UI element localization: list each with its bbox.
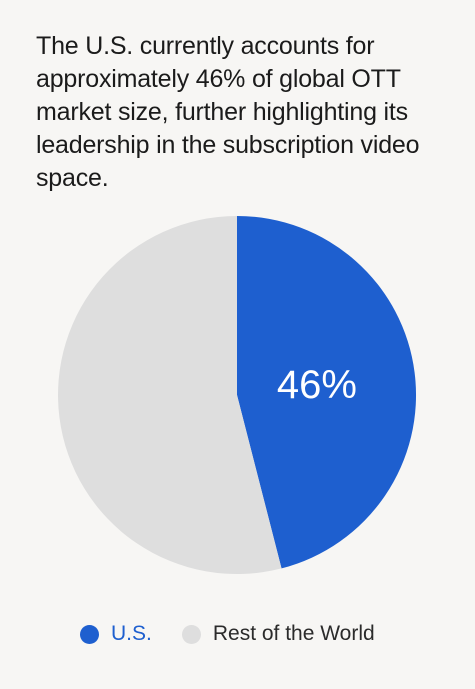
- legend-swatch-us: [80, 624, 99, 644]
- legend-label-us: U.S.: [111, 622, 152, 645]
- legend-item-us: U.S.: [80, 620, 152, 648]
- legend-swatch-rest-of-world: [181, 624, 201, 644]
- pie-data-labels: 46%: [277, 363, 357, 407]
- legend-label-rest-of-world: Rest of the World: [212, 622, 375, 645]
- data-label-u-s: 46%: [277, 363, 357, 407]
- chart-legend: U.S. Rest of the World: [80, 620, 405, 648]
- pie-slice-u-s: [237, 216, 417, 569]
- pie-slices: [58, 216, 417, 574]
- legend-item-rest-of-world: Rest of the World: [181, 620, 375, 648]
- chart-title: The U.S. currently accounts for approxim…: [36, 32, 420, 192]
- pie-slice-rest-of-the-world: [58, 216, 282, 574]
